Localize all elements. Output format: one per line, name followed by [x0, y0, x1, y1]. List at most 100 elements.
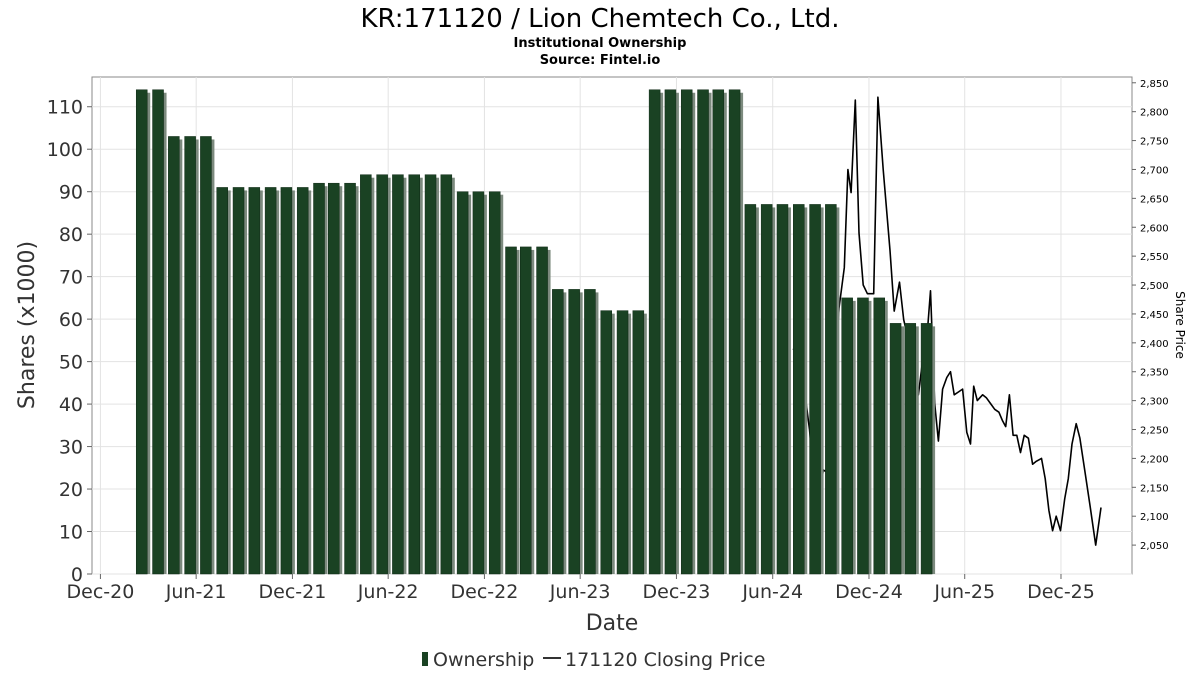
y-tick-label: 50	[59, 352, 83, 374]
x-tick-label: Dec-24	[835, 581, 903, 603]
ownership-bar-body	[184, 136, 196, 575]
y2-tick-label: 2,800	[1140, 108, 1169, 119]
y-axis-label: Shares (x1000)	[15, 241, 40, 409]
ownership-bar	[344, 182, 359, 575]
y2-tick-label: 2,400	[1140, 339, 1169, 350]
ownership-bar	[889, 323, 905, 575]
ownership-bar-body	[584, 289, 596, 575]
x-tick-label: Jun-21	[165, 581, 227, 603]
y-tick-label: 110	[47, 97, 83, 119]
ownership-bar	[327, 182, 343, 575]
ownership-bar-body	[744, 204, 757, 575]
ownership-bar	[392, 174, 407, 575]
x-axis-ticks: Dec-20 Jun-21 Dec-21 Jun-22 Dec-22 Jun-23 Dec-…	[67, 574, 1095, 603]
ownership-bar-body	[760, 204, 773, 575]
y2-tick-label: 2,500	[1140, 281, 1169, 292]
ownership-bar	[568, 289, 583, 575]
ownership-bar-body	[857, 297, 869, 575]
ownership-bar	[680, 89, 696, 575]
y-tick-label: 10	[59, 522, 83, 544]
ownership-bar-body	[809, 204, 821, 575]
ownership-bar	[135, 89, 151, 575]
ownership-bar-body	[776, 204, 789, 575]
ownership-bars	[135, 89, 936, 575]
legend: Ownership 171120 Closing Price	[422, 649, 765, 671]
ownership-bar-body	[152, 89, 164, 575]
ownership-bar-body	[712, 89, 725, 575]
ownership-bar-body	[280, 187, 293, 575]
y-tick-label: 20	[59, 479, 83, 501]
x-tick-label: Dec-23	[643, 581, 711, 603]
ownership-bar-body	[536, 246, 548, 575]
y-tick-label: 40	[59, 394, 83, 416]
ownership-bar	[440, 174, 455, 575]
x-tick-label: Dec-25	[1027, 581, 1095, 603]
ownership-bar	[456, 191, 472, 575]
ownership-bar	[216, 187, 231, 575]
y2-tick-label: 2,700	[1140, 165, 1169, 176]
y2-tick-label: 2,200	[1140, 454, 1169, 465]
x-tick-label: Jun-22	[357, 581, 419, 603]
y-tick-label: 70	[59, 267, 83, 289]
ownership-bar	[664, 89, 679, 575]
ownership-bar-body	[313, 182, 325, 575]
ownership-bar-body	[505, 246, 517, 575]
ownership-bar	[793, 204, 808, 575]
ownership-bar	[200, 136, 215, 575]
ownership-bar-body	[456, 191, 469, 575]
ownership-bar	[248, 187, 263, 575]
x-tick-label: Jun-25	[933, 581, 995, 603]
ownership-bar-body	[360, 174, 372, 575]
ownership-bar	[408, 174, 423, 575]
ownership-bar-body	[296, 187, 309, 575]
ownership-bar	[280, 187, 295, 575]
ownership-bar	[920, 323, 936, 575]
ownership-bar	[552, 289, 567, 575]
ownership-bar-body	[376, 174, 388, 575]
right-axis-ticks: 2,050 2,100 2,150 2,200 2,250 2,300 2,350 2,400…	[1132, 79, 1169, 552]
y2-tick-label: 2,050	[1140, 541, 1169, 552]
ownership-bar-body	[825, 204, 837, 575]
ownership-bar	[296, 187, 312, 575]
ownership-bar	[904, 323, 919, 575]
y2-tick-label: 2,550	[1140, 252, 1169, 263]
ownership-bar	[184, 136, 199, 575]
x-tick-label: Jun-24	[741, 581, 803, 603]
y2-tick-label: 2,850	[1140, 79, 1169, 90]
ownership-bar	[313, 182, 328, 575]
y-tick-label: 100	[47, 139, 83, 161]
y-tick-label: 80	[59, 224, 83, 246]
ownership-bar	[760, 204, 776, 575]
left-axis-ticks: 0 10 20 30 40 50 60 70 80 90 100 110	[47, 97, 92, 586]
price-line	[792, 96, 1102, 546]
ownership-bar	[536, 246, 551, 575]
ownership-bar-body	[232, 187, 245, 575]
ownership-bar-body	[440, 174, 453, 575]
x-tick-label: Dec-21	[259, 581, 327, 603]
ownership-bar-body	[920, 323, 933, 575]
ownership-bar	[841, 297, 856, 575]
y-tick-label: 60	[59, 309, 83, 331]
ownership-bar-body	[680, 89, 693, 575]
ownership-bar	[584, 289, 599, 575]
ownership-bar	[520, 246, 535, 575]
chart-title: KR:171120 / Lion Chemtech Co., Ltd.	[360, 4, 839, 34]
ownership-bar	[488, 191, 504, 575]
ownership-bar-body	[552, 289, 564, 575]
ownership-bar	[152, 89, 167, 575]
y2-tick-label: 2,100	[1140, 512, 1169, 523]
y2-tick-label: 2,750	[1140, 137, 1169, 148]
price-line-layer	[792, 96, 1102, 546]
ownership-bar-body	[216, 187, 228, 575]
chart-subtitle: Institutional Ownership	[514, 36, 687, 51]
y2-tick-label: 2,350	[1140, 368, 1169, 379]
y-tick-label: 0	[71, 564, 83, 586]
x-axis-label: Date	[586, 611, 639, 636]
legend-ownership-swatch	[422, 652, 428, 666]
ownership-bar-body	[520, 246, 532, 575]
x-tick-label: Dec-22	[451, 581, 519, 603]
ownership-bar	[825, 204, 840, 575]
ownership-bar-body	[344, 182, 356, 575]
ownership-bar	[232, 187, 248, 575]
